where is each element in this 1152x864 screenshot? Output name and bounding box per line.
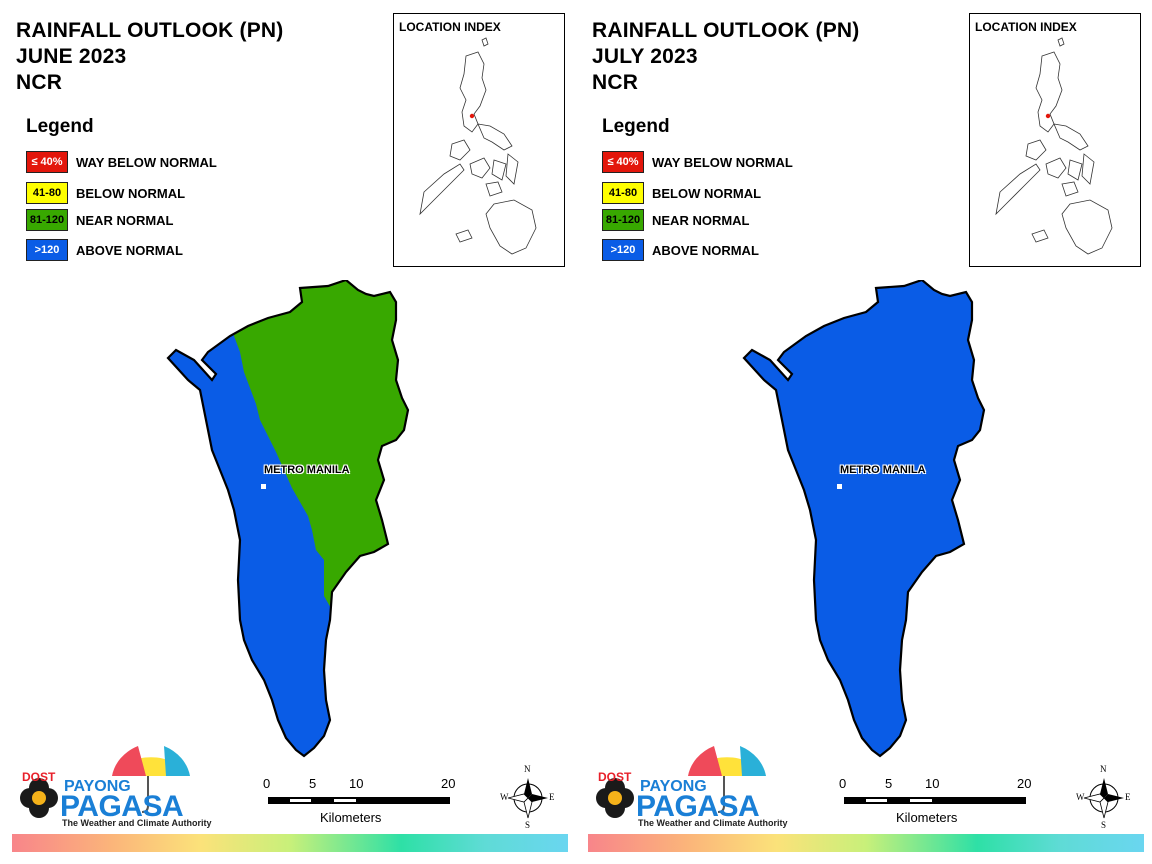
legend-swatch: 81-120 [602,209,644,231]
legend-swatch: >120 [26,239,68,261]
scale-tick-label: 5 [885,776,893,791]
legend-swatch: ≤ 40% [26,151,68,173]
location-index-label: LOCATION INDEX [975,20,1077,34]
legend-label: NEAR NORMAL [76,212,174,228]
legend-label: WAY BELOW NORMAL [652,154,793,170]
title-line-1: RAINFALL OUTLOOK (PN) [16,19,284,42]
north-arrow-compass: N S W E [500,764,556,832]
legend-item-below-normal: 41-80 BELOW NORMAL [602,181,761,205]
logo-payong: PAYONG [64,778,131,795]
panel-title: RAINFALL OUTLOOK (PN) JUNE 2023 NCR [16,18,283,96]
legend-label: BELOW NORMAL [652,185,762,201]
legend-label: ABOVE NORMAL [76,242,183,258]
flower-icon [596,778,634,818]
ncr-rainfall-map [742,280,986,758]
legend-item-below-normal: 41-80 BELOW NORMAL [26,181,185,205]
location-index-inset: LOCATION INDEX [393,13,565,267]
north-arrow-compass: N S W E [1076,764,1132,832]
legend-item-way-below-normal: ≤ 40% WAY BELOW NORMAL [26,150,217,174]
title-line-2: JULY 2023 [592,45,698,68]
map-marker [261,484,266,489]
scale-tick-label: 0 [263,776,271,791]
logo-dost: DOST [22,770,56,784]
footer-gradient-strip [12,834,568,852]
metro-manila-label: METRO MANILA [264,464,350,476]
outlook-panel-june: RAINFALL OUTLOOK (PN) JUNE 2023 NCR Lege… [12,13,568,852]
legend-label: BELOW NORMAL [76,185,186,201]
scale-bar: 0 5 10 20 Kilometers [260,776,460,826]
legend-swatch: 41-80 [26,182,68,204]
philippines-outline-icon [419,37,537,255]
logo-pagasa: PAGASA [636,790,760,823]
legend-label: WAY BELOW NORMAL [76,154,217,170]
legend-item-way-below-normal: ≤ 40% WAY BELOW NORMAL [602,150,793,174]
umbrella-icon [596,746,766,818]
logo-tagline: The Weather and Climate Authority [62,818,212,828]
logo-pagasa: PAGASA [60,790,184,823]
compass-rose-icon [1083,778,1124,819]
philippines-outline-icon [995,37,1113,255]
logo-tagline: The Weather and Climate Authority [638,818,788,828]
legend-label: NEAR NORMAL [652,212,750,228]
footer-gradient-strip [588,834,1144,852]
legend-swatch: >120 [602,239,644,261]
compass-w: W [1076,792,1085,802]
location-index-inset: LOCATION INDEX [969,13,1141,267]
map-marker [837,484,842,489]
umbrella-icon [20,746,190,818]
legend-item-near-normal: 81-120 NEAR NORMAL [26,208,174,232]
compass-e: E [549,792,555,802]
pagasa-logo: DOST PAYONG PAGASA The Weather and Clima… [590,740,788,832]
logo-dost: DOST [598,770,632,784]
legend-swatch: 41-80 [602,182,644,204]
panel-title: RAINFALL OUTLOOK (PN) JULY 2023 NCR [592,18,859,96]
ncr-boundary [166,280,410,758]
metro-manila-label: METRO MANILA [840,464,926,476]
scale-tick-label: 20 [1017,776,1032,791]
scale-tick-label: 10 [925,776,940,791]
compass-e: E [1125,792,1131,802]
scale-tick-label: 20 [441,776,456,791]
scale-tick-label: 0 [839,776,847,791]
compass-w: W [500,792,509,802]
legend-swatch: 81-120 [26,209,68,231]
legend-title: Legend [602,116,670,137]
legend-item-near-normal: 81-120 NEAR NORMAL [602,208,750,232]
title-line-3: NCR [592,71,639,94]
logo-payong: PAYONG [640,778,707,795]
legend-swatch: ≤ 40% [602,151,644,173]
scale-unit: Kilometers [896,810,958,825]
scale-bar-graphic [844,797,1026,804]
legend-item-above-normal: >120 ABOVE NORMAL [602,238,759,262]
title-line-2: JUNE 2023 [16,45,127,68]
above-normal-region [742,280,986,758]
legend-item-above-normal: >120 ABOVE NORMAL [26,238,183,262]
scale-unit: Kilometers [320,810,382,825]
title-line-3: NCR [16,71,63,94]
compass-s: S [1101,820,1107,830]
outlook-panel-july: RAINFALL OUTLOOK (PN) JULY 2023 NCR Lege… [576,0,1152,864]
location-index-label: LOCATION INDEX [399,20,501,34]
legend-label: ABOVE NORMAL [652,242,759,258]
flower-icon [20,778,58,818]
scale-bar-graphic [268,797,450,804]
ncr-rainfall-map [166,280,410,758]
ncr-marker [1045,113,1051,119]
legend-title: Legend [26,116,94,137]
compass-s: S [525,820,531,830]
compass-n: N [1100,764,1107,774]
ncr-marker [469,113,475,119]
compass-n: N [524,764,531,774]
title-line-1: RAINFALL OUTLOOK (PN) [592,19,860,42]
pagasa-logo: DOST PAYONG PAGASA The Weather and Clima… [14,740,212,832]
scale-tick-label: 5 [309,776,317,791]
scale-bar: 0 5 10 20 Kilometers [836,776,1036,826]
scale-tick-label: 10 [349,776,364,791]
compass-rose-icon [507,778,548,819]
